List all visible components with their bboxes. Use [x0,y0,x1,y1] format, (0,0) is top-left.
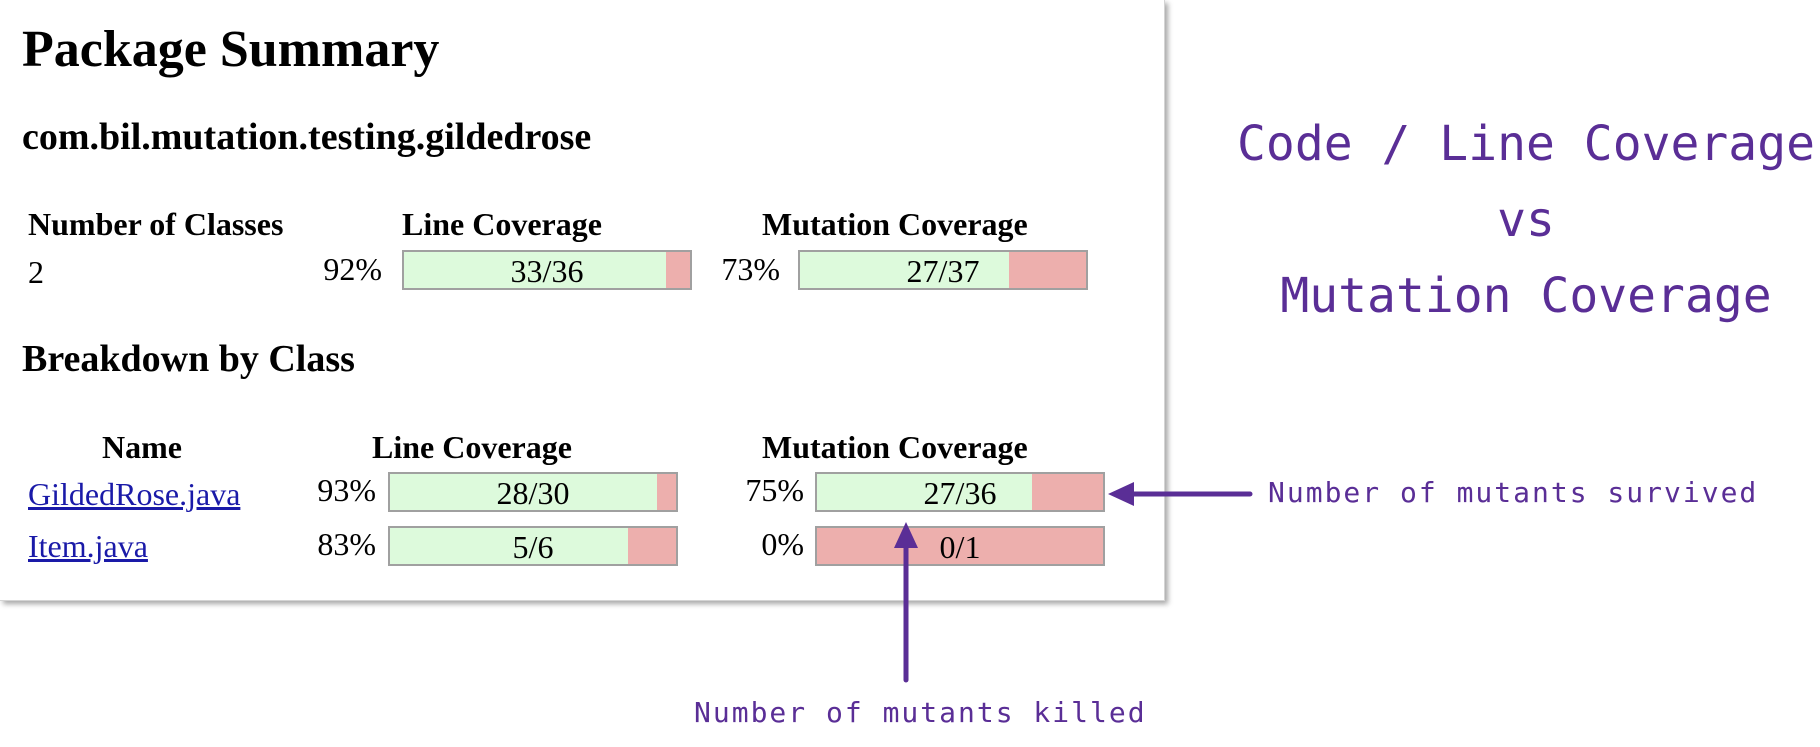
summary-class-count: 2 [28,254,44,290]
bar-label: 27/36 [923,475,997,511]
summary-header-mutation: Mutation Coverage [762,206,1028,242]
annotation-title-line2: vs [1497,192,1555,248]
arrow-killed-head [894,522,918,548]
class-link-gildedrose[interactable]: GildedRose.java [28,476,241,512]
row-mutation-percent: 75% [745,472,804,508]
annotation-title-line3: Mutation Coverage [1280,268,1772,324]
row-line-bar: 28/30 [388,472,678,512]
row-mutation-bar: 0/1 [815,526,1105,566]
bar-missed-segment [817,528,1103,564]
breakdown-title: Breakdown by Class [22,338,355,380]
annotation-killed-note: Number of mutants killed [694,696,1147,729]
bar-label: 33/36 [510,253,584,289]
package-name: com.bil.mutation.testing.gildedrose [22,116,592,158]
breakdown-header-mutation: Mutation Coverage [762,429,1028,465]
row-line-bar: 5/6 [388,526,678,566]
bar-missed-segment [628,528,676,564]
coverage-report-panel: Package Summary com.bil.mutation.testing… [0,0,1165,601]
summary-line-percent: 92% [323,251,382,287]
summary-line-bar: 33/36 [402,250,692,290]
row-mutation-percent: 0% [761,526,804,562]
arrow-survived-head [1108,482,1134,506]
class-link-item[interactable]: Item.java [28,528,148,564]
bar-missed-segment [666,252,690,288]
row-mutation-bar: 27/36 [815,472,1105,512]
summary-header-classes: Number of Classes [28,206,284,242]
bar-label: 28/30 [496,475,570,511]
row-line-percent: 83% [317,526,376,562]
row-line-percent: 93% [317,472,376,508]
page-title: Package Summary [22,21,440,78]
summary-mutation-bar: 27/37 [798,250,1088,290]
annotation-survived-note: Number of mutants survived [1268,476,1759,509]
bar-label: 27/37 [906,253,980,289]
annotation-title-line1: Code / Line Coverage [1237,116,1815,172]
bar-label: 5/6 [512,529,554,565]
breakdown-header-name: Name [102,429,182,465]
bar-missed-segment [1008,252,1086,288]
summary-header-line: Line Coverage [402,206,602,242]
breakdown-header-line: Line Coverage [372,429,572,465]
summary-mutation-percent: 73% [721,251,780,287]
bar-missed-segment [1031,474,1103,510]
bar-label: 0/1 [939,529,981,565]
bar-missed-segment [656,474,676,510]
